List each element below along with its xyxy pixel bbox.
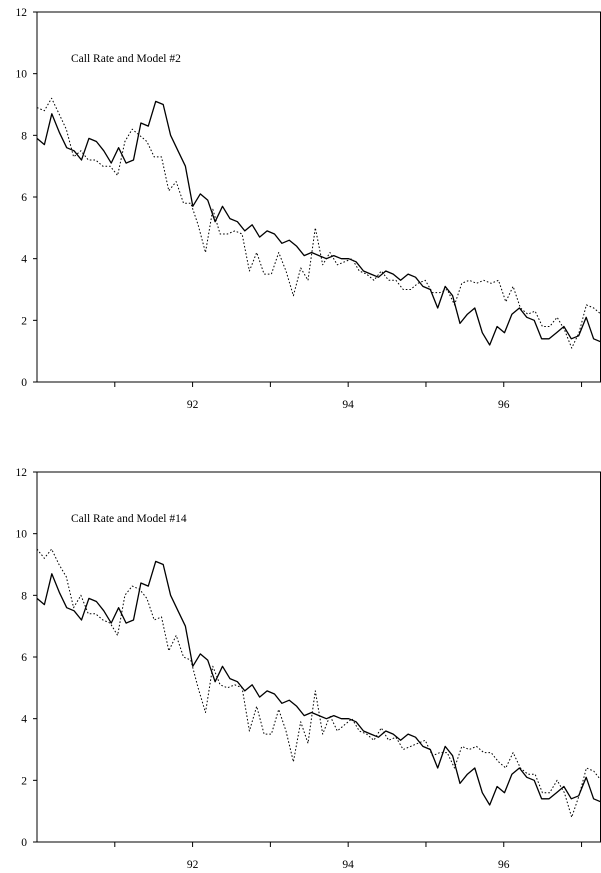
y-tick-label: 0 <box>21 377 27 389</box>
x-tick-label: 92 <box>187 399 199 411</box>
plot-frame <box>36 11 601 383</box>
y-tick-label: 10 <box>16 69 28 81</box>
y-tick-label: 10 <box>16 529 28 541</box>
y-tick-label: 12 <box>16 467 28 479</box>
x-tick-label: 96 <box>498 399 510 411</box>
chart-title: Call Rate and Model #14 <box>71 513 187 525</box>
chart-panel-1: 0 2 4 6 8 10 12 92 94 96 Call Rate and Model #2 <box>16 7 601 411</box>
chart-panel-2: 0 2 4 6 8 10 12 92 94 96 Call Rate and Model #14 <box>16 467 601 871</box>
x-tick-label: 94 <box>342 399 354 411</box>
y-tick-label: 0 <box>21 837 27 849</box>
plot-frame <box>36 471 601 843</box>
y-tick-label: 8 <box>21 130 27 142</box>
call-rate-series-line <box>36 100 601 346</box>
x-tick-label: 96 <box>498 859 510 871</box>
call-rate-series-line <box>36 560 601 806</box>
y-tick-label: 8 <box>21 590 27 602</box>
x-tick-label: 94 <box>342 859 354 871</box>
x-tick-label: 92 <box>187 859 199 871</box>
y-tick-label: 2 <box>21 315 27 327</box>
y-tick-label: 2 <box>21 775 27 787</box>
chart-title: Call Rate and Model #2 <box>71 53 181 65</box>
y-tick-label: 6 <box>21 192 27 204</box>
y-tick-label: 4 <box>21 714 27 726</box>
model-series-line <box>36 548 601 818</box>
y-tick-label: 4 <box>21 254 27 266</box>
y-tick-label: 12 <box>16 7 28 19</box>
y-tick-label: 6 <box>21 652 27 664</box>
